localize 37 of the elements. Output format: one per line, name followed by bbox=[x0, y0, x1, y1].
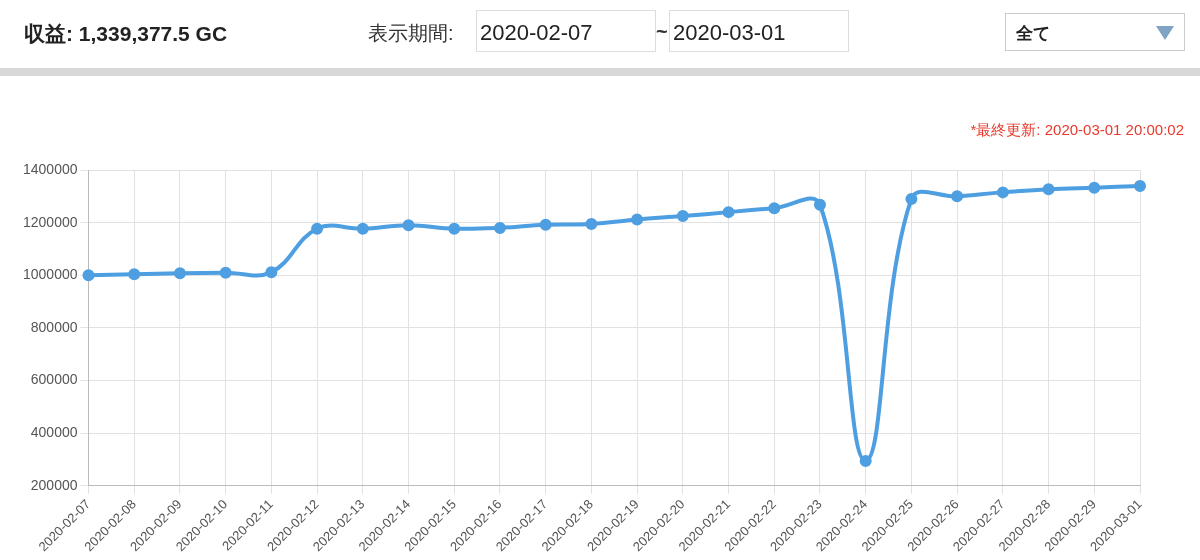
y-tick-label: 600000 bbox=[30, 371, 78, 388]
point bbox=[905, 192, 918, 205]
point bbox=[768, 202, 781, 215]
point bbox=[631, 213, 644, 226]
point bbox=[722, 206, 735, 219]
point bbox=[1042, 183, 1055, 196]
point bbox=[996, 186, 1009, 199]
text: ~ bbox=[656, 20, 668, 43]
point bbox=[585, 217, 598, 230]
point bbox=[402, 219, 415, 232]
point bbox=[128, 268, 141, 281]
text: 全て bbox=[1016, 24, 1050, 43]
point bbox=[859, 454, 872, 467]
y-tick-label: 400000 bbox=[30, 424, 78, 441]
point bbox=[448, 222, 461, 235]
text: 2020-02-07 bbox=[476, 10, 656, 52]
point bbox=[813, 198, 826, 211]
point bbox=[265, 266, 278, 279]
y-tick-label: 800000 bbox=[30, 318, 78, 335]
y-tick-label: 1200000 bbox=[22, 213, 78, 230]
y-tick-label: 1000000 bbox=[22, 266, 78, 283]
point bbox=[173, 267, 186, 280]
point bbox=[676, 210, 689, 223]
point bbox=[1088, 181, 1101, 194]
point bbox=[219, 266, 232, 279]
y-tick-label: 1400000 bbox=[22, 160, 78, 177]
point bbox=[1134, 180, 1146, 193]
chart-title: 収益: 1,339,377.5 GC bbox=[24, 21, 228, 47]
point bbox=[493, 221, 506, 234]
y-tick-label: 200000 bbox=[30, 476, 78, 493]
text: 2020-03-01 bbox=[669, 10, 849, 52]
point bbox=[311, 222, 324, 235]
point bbox=[951, 190, 964, 203]
text: *最終更新: 2020-03-01 20:00:02 bbox=[970, 121, 1184, 140]
text: 表示期間: bbox=[368, 21, 454, 46]
point bbox=[539, 218, 552, 231]
point bbox=[356, 222, 369, 235]
